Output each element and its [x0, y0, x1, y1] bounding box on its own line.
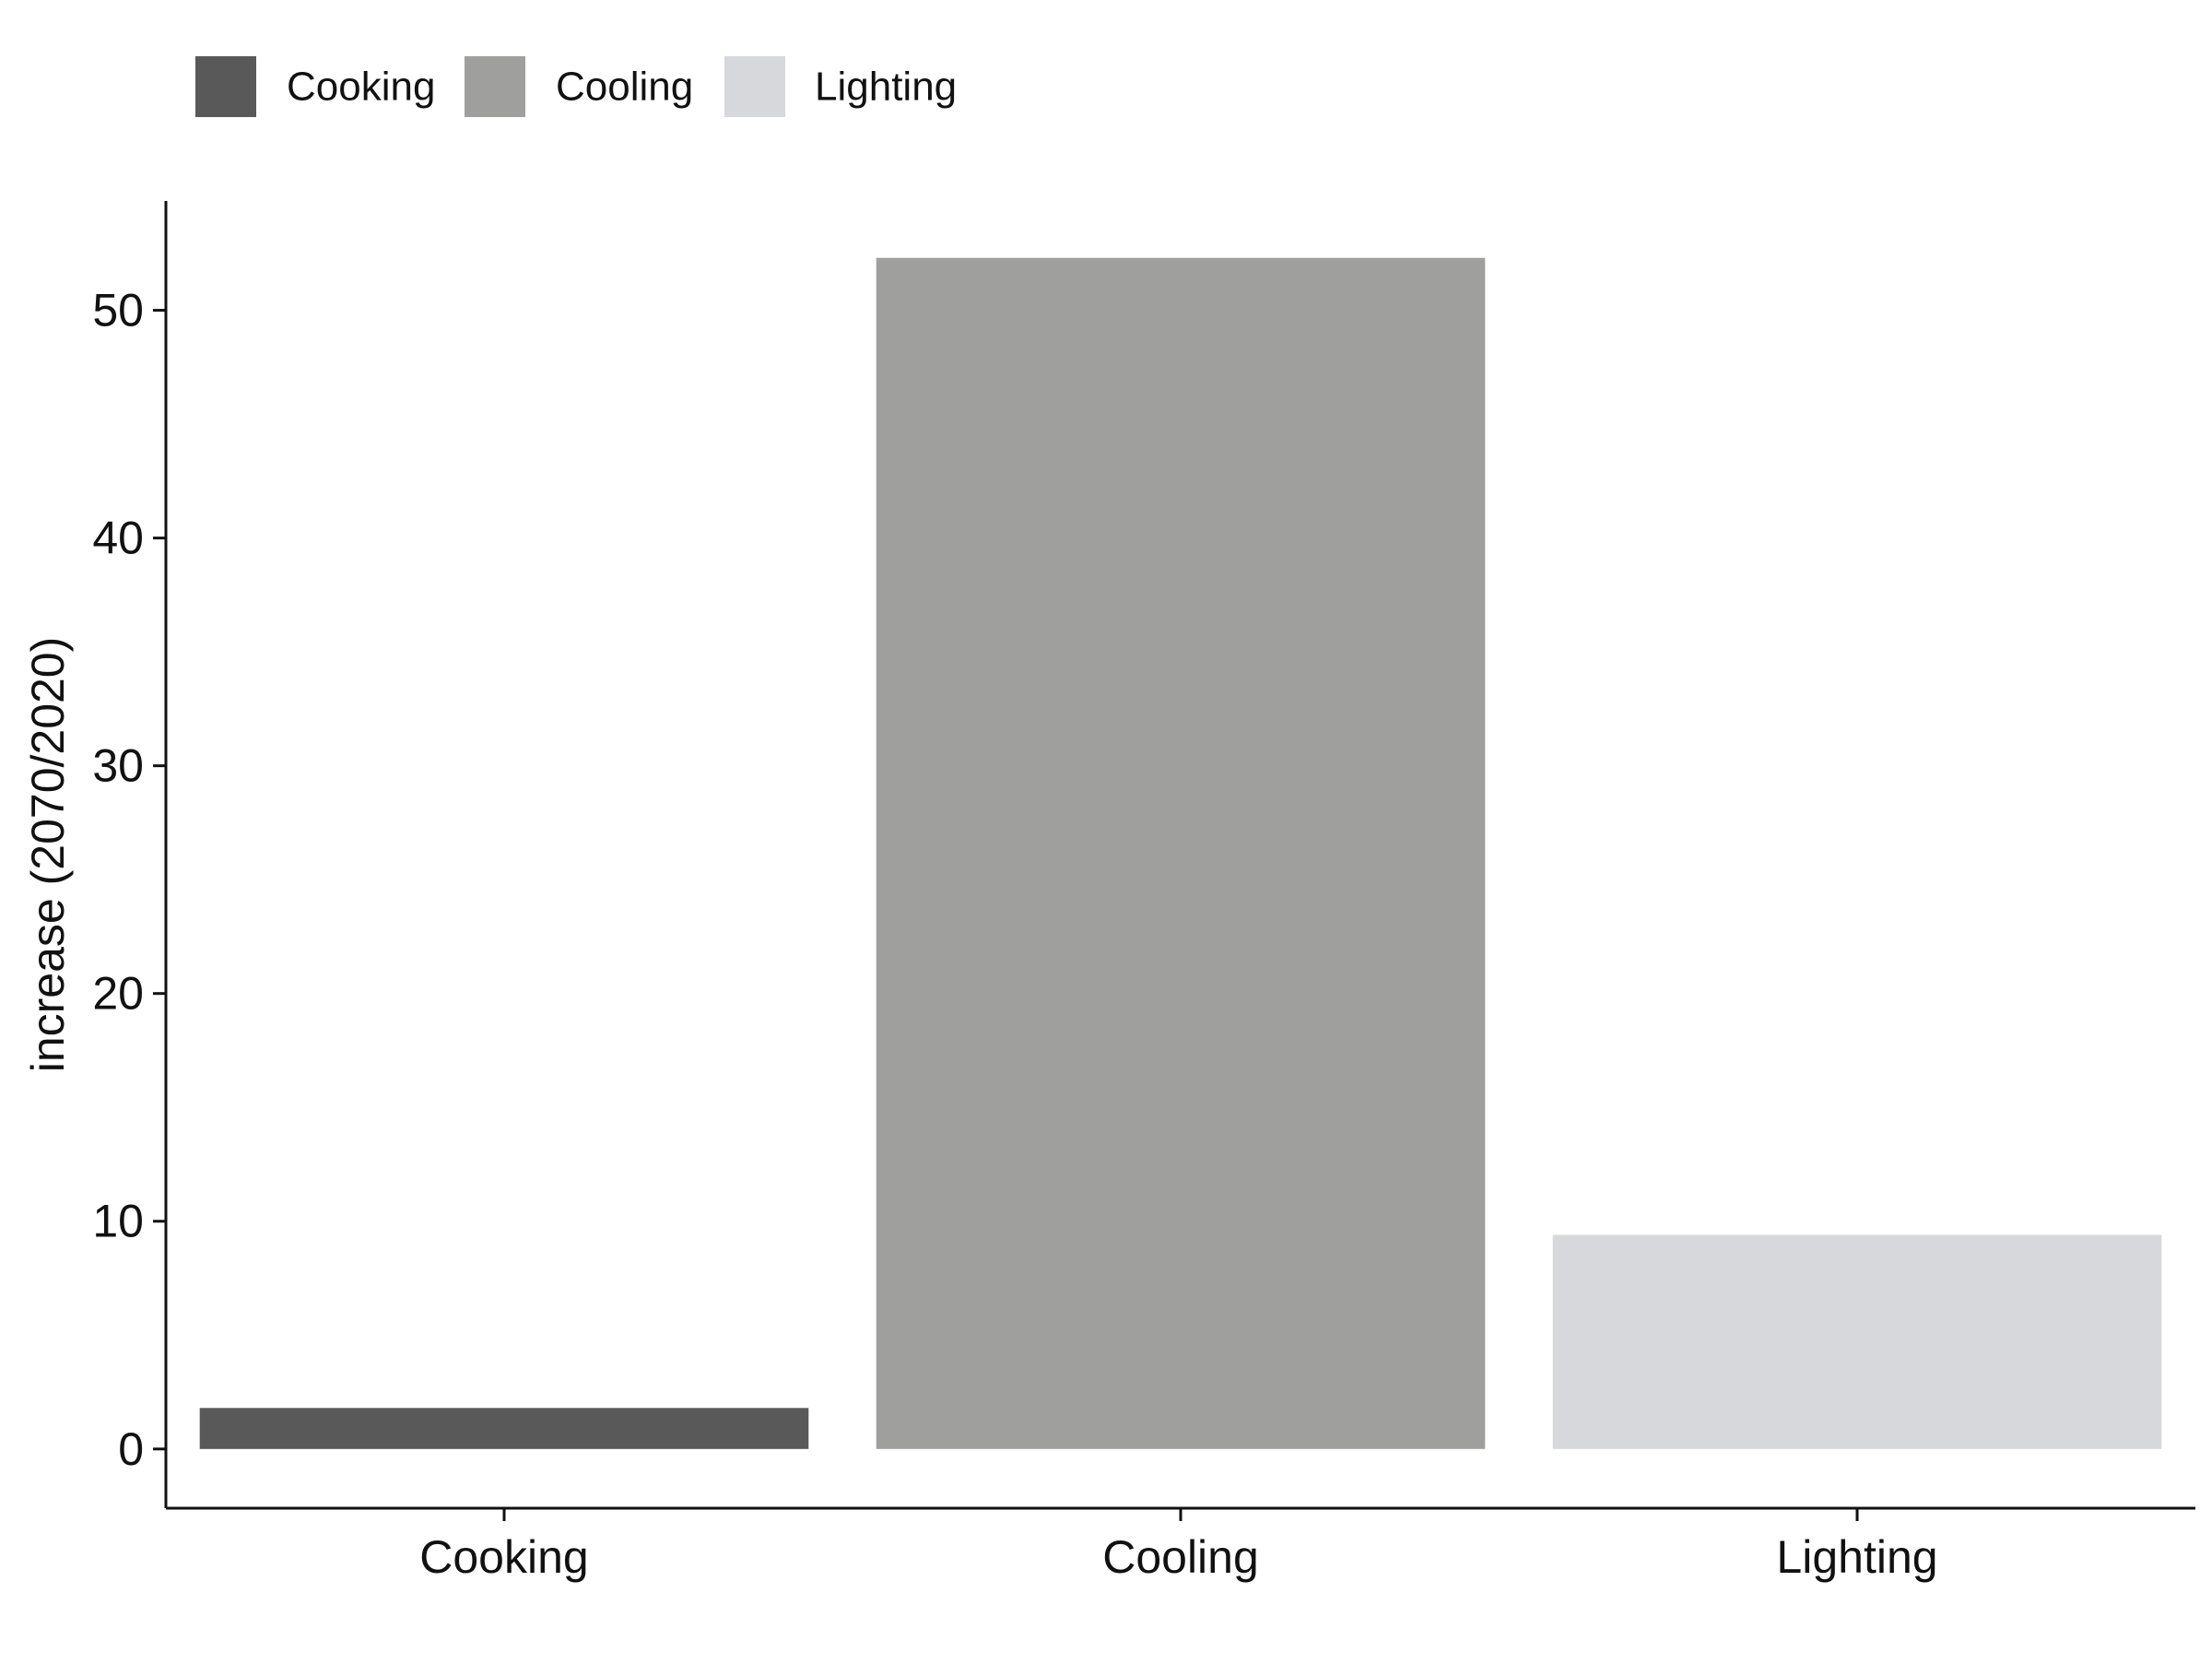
y-tick-label: 30 — [92, 740, 144, 792]
y-tick-label: 0 — [118, 1423, 144, 1475]
legend-swatch-cooling — [465, 56, 525, 117]
legend-label-cooling: Cooling — [556, 65, 693, 110]
legend-swatch-lighting — [724, 56, 785, 117]
bar-cooling — [876, 257, 1486, 1449]
y-axis-title: increase (2070/2020) — [22, 637, 74, 1073]
x-ticks: Cooking Cooling Lighting — [419, 1508, 1938, 1583]
y-tick-label: 10 — [92, 1196, 144, 1247]
y-ticks: 0 10 20 30 40 50 — [92, 285, 166, 1475]
legend: Cooking Cooling Lighting — [195, 56, 957, 117]
y-tick-label: 40 — [92, 513, 144, 564]
legend-label-lighting: Lighting — [815, 65, 957, 110]
x-tick-label: Lighting — [1776, 1531, 1937, 1583]
y-tick-label: 50 — [92, 285, 144, 336]
bar-lighting — [1552, 1234, 2162, 1449]
x-tick-label: Cooking — [419, 1531, 588, 1583]
legend-swatch-cooking — [195, 56, 256, 117]
legend-label-cooking: Cooking — [287, 65, 435, 110]
x-tick-label: Cooling — [1102, 1531, 1259, 1583]
y-tick-label: 20 — [92, 968, 144, 1020]
bars — [199, 257, 2162, 1449]
bar-cooking — [199, 1408, 809, 1449]
